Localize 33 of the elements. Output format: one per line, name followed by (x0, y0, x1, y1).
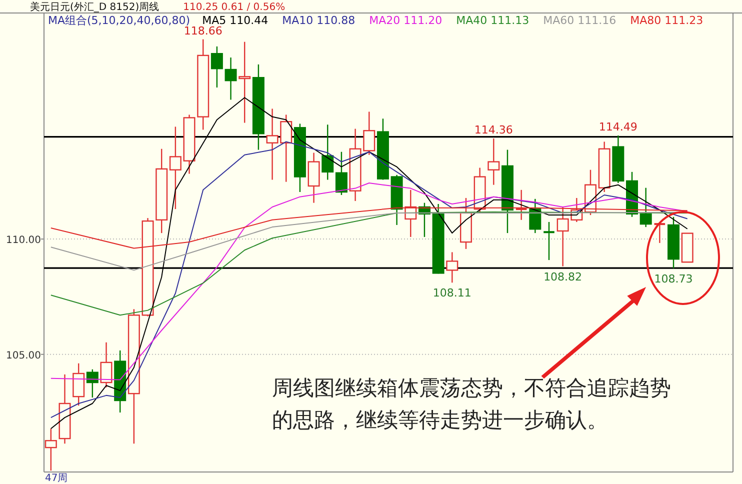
annotation: 周线图继续箱体震荡态势，不符合追踪趋势的思路，继续等待走势进一步确认。 (272, 375, 672, 434)
chart-subtitle: 110.25 0.61 / 0.56% (183, 2, 286, 13)
annotation: 108.11 (432, 286, 472, 300)
text: MA10 110.88 (282, 14, 356, 27)
annotation: 118.66 (184, 24, 222, 38)
candlestick (156, 148, 168, 234)
y-tick-label: 105.00 (6, 350, 41, 362)
candlestick (114, 350, 126, 414)
annotation: 108.73 (654, 272, 693, 286)
candlestick (238, 41, 251, 124)
candlestick (501, 149, 514, 234)
legend-title: MA组合(5,10,20,40,60,80) (48, 14, 190, 27)
candlestick (640, 187, 652, 228)
text: MA40 111.13 (456, 14, 530, 27)
annotation: 114.36 (474, 123, 513, 136)
candlestick (44, 428, 57, 472)
y-tick-label: 110.00 (6, 235, 41, 246)
candlestick (488, 138, 500, 186)
text: MA60 111.16 (543, 14, 616, 27)
text: 47周 (45, 473, 68, 484)
candlestick (308, 152, 320, 204)
chart-title: 美元日元(外汇_D 8152)周线 (30, 1, 160, 13)
candlestick (612, 134, 624, 184)
annotation: 114.49 (598, 120, 638, 134)
text: MA20 111.20 (369, 14, 442, 27)
candlestick (542, 221, 556, 261)
candlestick (252, 64, 264, 150)
text: MA5 110.44 (202, 14, 268, 27)
annotation: 108.82 (544, 270, 582, 284)
candlestick (224, 56, 237, 100)
text: MA80 111.23 (630, 14, 704, 27)
candlestick (598, 141, 610, 193)
candlestick (169, 126, 182, 210)
